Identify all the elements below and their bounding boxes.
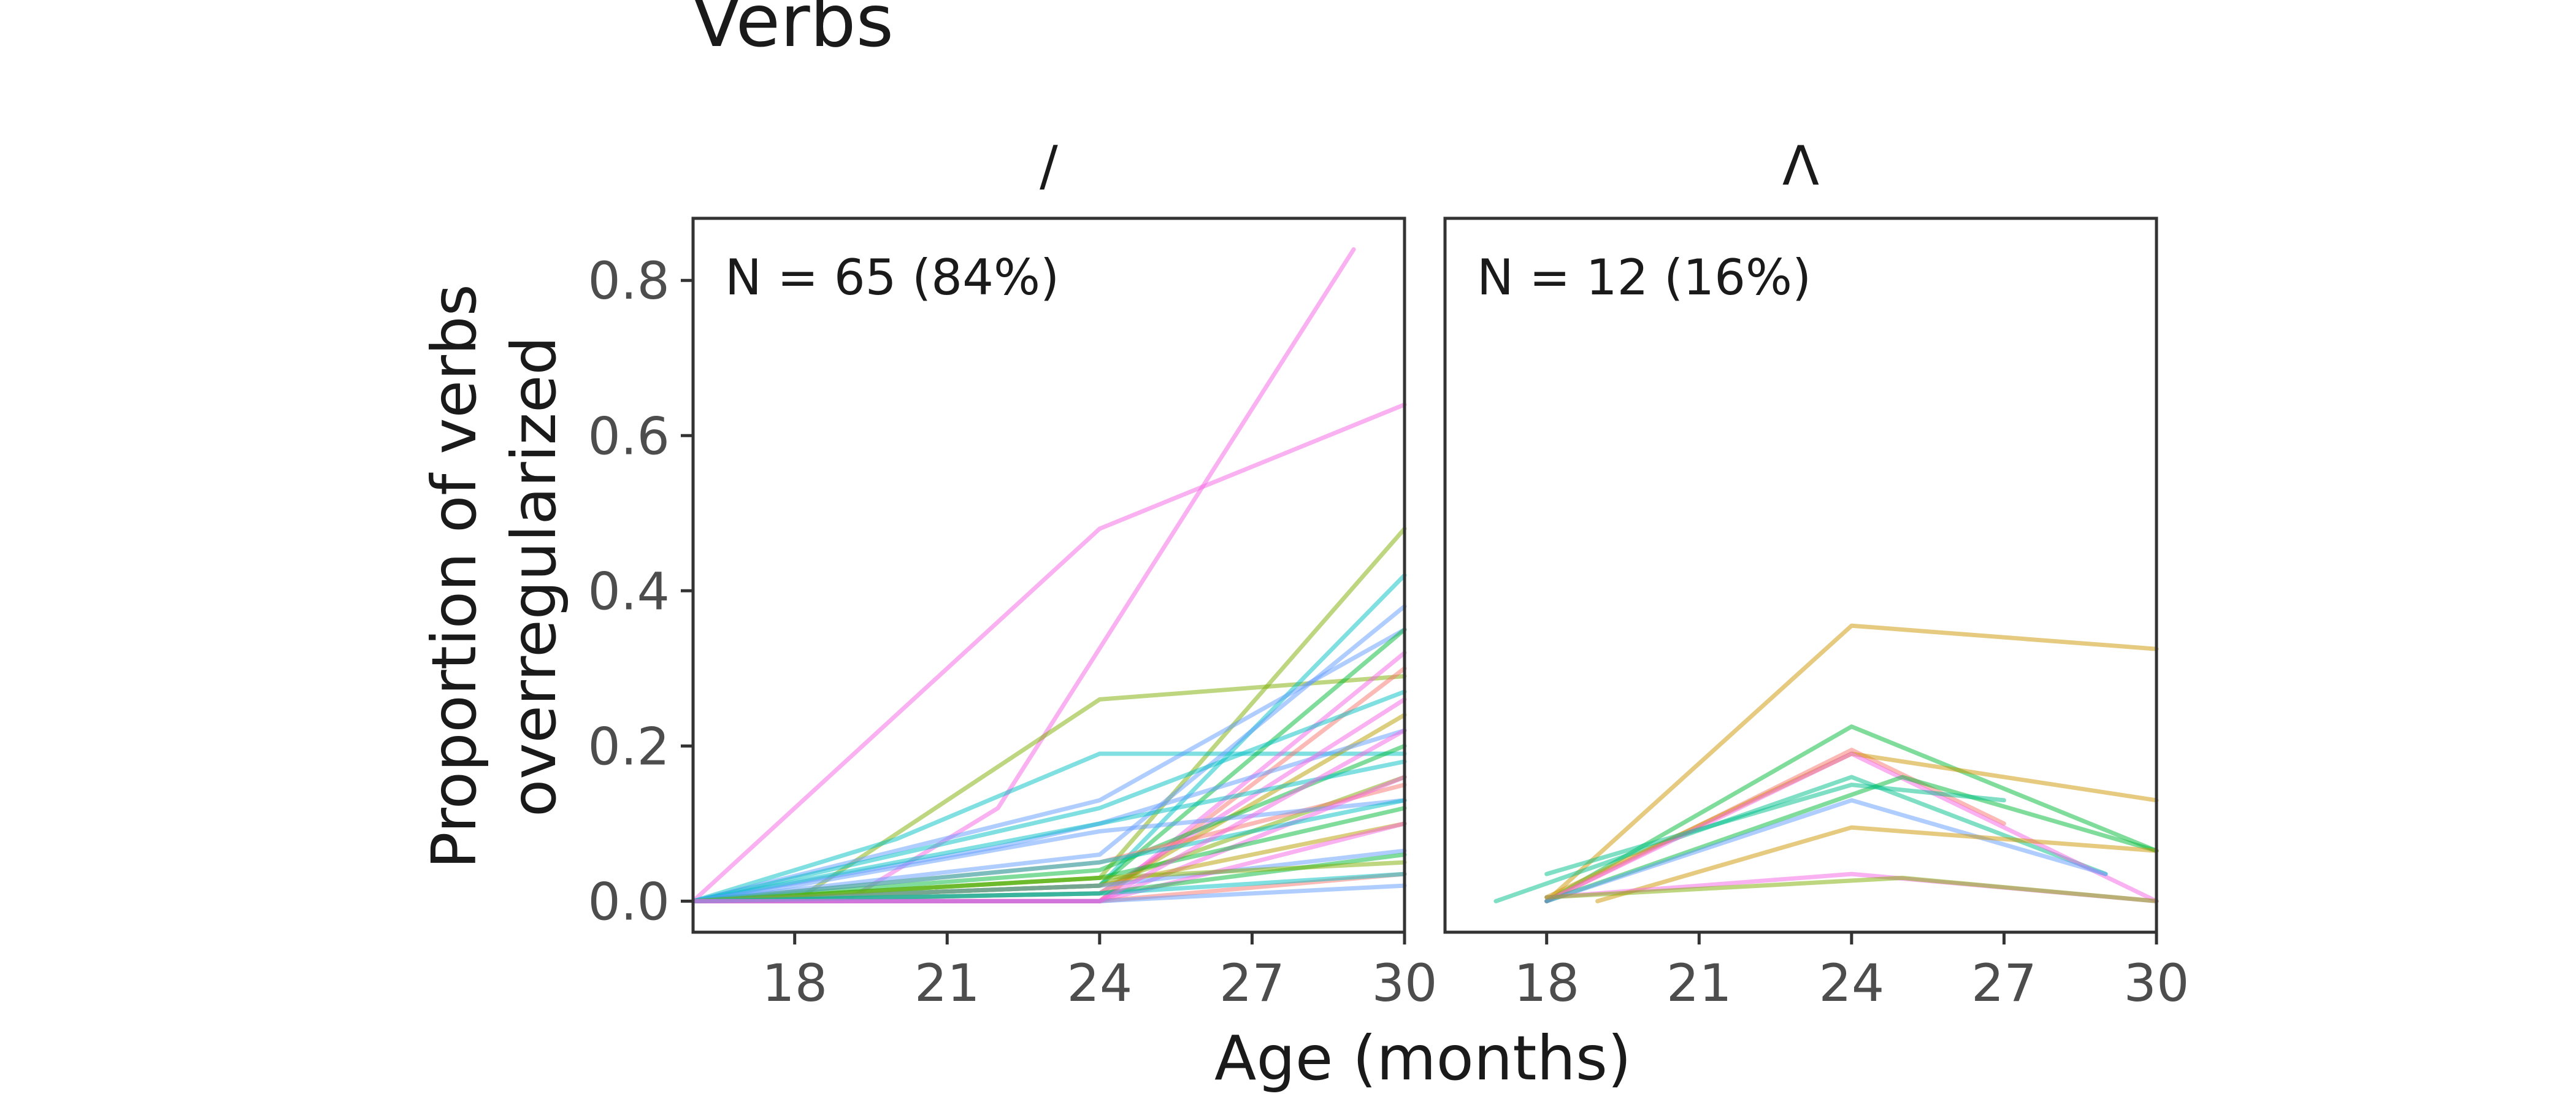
y-tick-label: 0.8 (588, 251, 670, 311)
series-line (691, 860, 1407, 903)
y-axis-label-line-1: Proportion of verbs (418, 284, 490, 868)
x-tick-label: 18 (1514, 953, 1579, 1013)
series-line (1544, 875, 2159, 903)
x-tick-label: 18 (762, 953, 827, 1013)
series-line (691, 402, 1407, 903)
x-tick-label: 27 (1219, 953, 1285, 1013)
panel-border (1443, 216, 2158, 934)
series-group (1493, 623, 2159, 903)
series-line (691, 759, 1407, 903)
series-line (1544, 751, 2159, 903)
series-line (691, 848, 1407, 903)
x-axis-label: Age (months) (1214, 1022, 1631, 1094)
series-line (691, 604, 1407, 903)
series-line (691, 798, 1407, 903)
facet-strip-label: Λ (1782, 134, 1819, 197)
panel-annotation: N = 65 (84%) (725, 249, 1059, 306)
series-line (1544, 798, 2108, 903)
y-axis-label-line-2: overregularized (498, 336, 570, 817)
panel-border (691, 216, 1406, 934)
facet-strip-label: / (1040, 134, 1058, 197)
x-tick-label: 24 (1819, 953, 1884, 1013)
facet-panel: / N = 65 (84%) 18 21 24 27 30 0.0 0.2 0.4 0.6 0.8 (588, 134, 1437, 1013)
facet-panel: Λ N = 12 (16%) 18 21 24 27 30 (1443, 134, 2190, 1013)
series-line (1595, 825, 2159, 903)
series-line (691, 627, 1407, 903)
y-tick-label: 0.2 (588, 716, 670, 776)
y-tick-label: 0.0 (588, 871, 670, 932)
x-tick-label: 24 (1067, 953, 1132, 1013)
series-line (691, 728, 1407, 903)
series-line (691, 751, 1407, 903)
x-tick-label: 21 (914, 953, 980, 1013)
y-tick-label: 0.6 (588, 406, 670, 466)
x-tick-label: 21 (1666, 953, 1732, 1013)
series-line (1544, 623, 2159, 903)
series-line (691, 871, 1407, 903)
x-tick-label: 30 (1372, 953, 1438, 1013)
series-group (691, 247, 1407, 903)
x-tick-label: 30 (2124, 953, 2190, 1013)
series-line (1544, 783, 2006, 876)
x-tick-label: 27 (1971, 953, 2037, 1013)
panel-annotation: N = 12 (16%) (1477, 249, 1811, 306)
chart-title: Verbs (692, 0, 894, 63)
y-tick-label: 0.4 (588, 561, 670, 621)
